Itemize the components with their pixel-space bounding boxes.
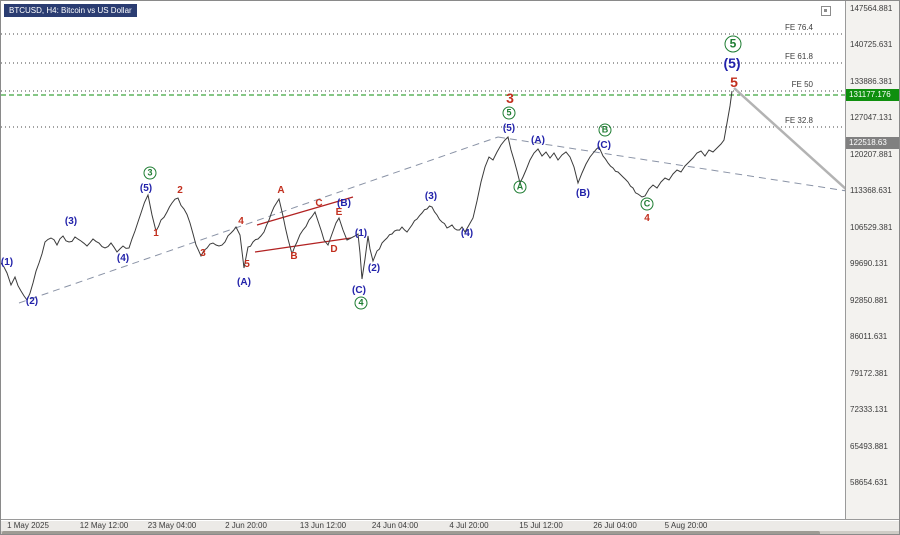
symbol-header: BTCUSD, H4: Bitcoin vs US Dollar [4,4,137,17]
chart-shift-icon[interactable] [821,6,831,16]
triangle-upper-red [256,196,354,226]
axis-separator [845,1,846,520]
price-tick-label: 79172.381 [850,368,888,378]
gray-projection [733,87,845,190]
triangle-lower-red [254,237,352,253]
price-tick-label: 106529.381 [850,222,893,232]
price-tick-label: 72333.131 [850,405,888,415]
time-tick-label: 2 Jun 20:00 [225,521,267,530]
price-tick-label: 133886.381 [850,76,893,86]
price-axis[interactable]: 147564.881 140725.631 133886.381 127047.131… [846,1,899,519]
time-tick-label: 5 Aug 20:00 [664,521,708,530]
time-tick-label: 23 May 04:00 [147,521,197,530]
price-tick-label: 65493.881 [850,441,888,451]
price-tick-label: 58654.631 [850,477,888,487]
time-tick-label: 4 Jul 20:00 [449,521,489,530]
scrollbar-thumb[interactable] [2,531,820,534]
time-tick-label: 26 Jul 04:00 [593,521,637,530]
price-tick-label: 120207.881 [850,149,893,159]
time-tick-label: 15 Jul 12:00 [519,521,563,530]
time-tick-label: 24 Jun 04:00 [371,521,419,530]
current-price-box: 131177.176 [846,89,899,101]
horizontal-scrollbar[interactable] [1,531,899,534]
time-separator [1,519,899,520]
time-tick-label: 1 May 2025 [7,521,49,530]
chart-area[interactable]: (1) (2) (3) (4) (5) 3 1 2 3 4 5 (A) A B C D E (B) (1) (2) (C… [1,1,845,519]
ascending-support-dashed [18,136,499,304]
time-tick-label: 13 Jun 12:00 [299,521,347,530]
level-price-box: 122518.63 [846,137,899,149]
time-axis[interactable]: 1 May 2025 12 May 12:00 23 May 04:00 2 Jun … [1,521,899,531]
price-tick-label: 127047.131 [850,113,893,123]
price-tick-label: 147564.881 [850,4,893,13]
descending-resistance-dashed [497,136,845,192]
price-tick-label: 140725.631 [850,40,893,50]
time-tick-label: 12 May 12:00 [79,521,129,530]
price-tick-label: 99690.131 [850,259,888,269]
price-tick-label: 92850.881 [850,295,888,305]
price-chart-svg [1,33,845,304]
price-tick-label: 113368.631 [850,186,892,196]
price-line [1,90,733,301]
price-tick-label: 86011.631 [850,332,888,342]
